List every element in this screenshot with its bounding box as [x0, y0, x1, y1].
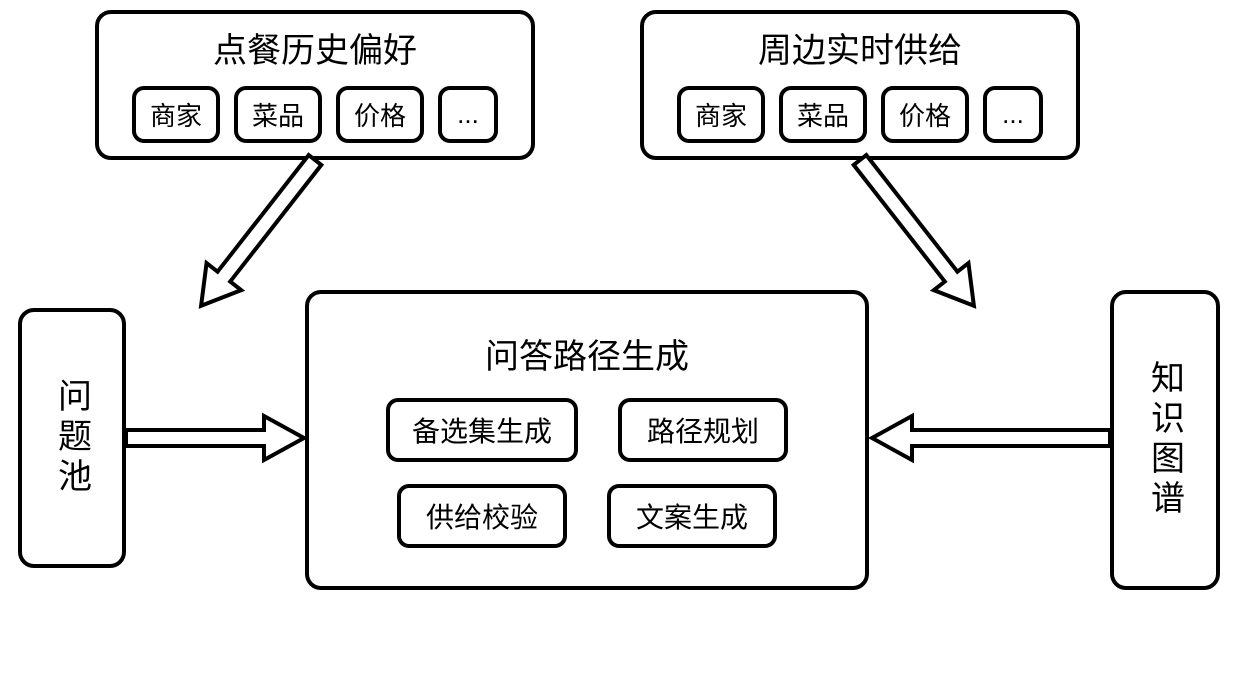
center-item: 路径规划 — [618, 398, 788, 462]
top-right-panel: 周边实时供给 商家 菜品 价格 ... — [640, 10, 1080, 160]
top-left-items: 商家 菜品 价格 ... — [132, 86, 498, 143]
top-left-title: 点餐历史偏好 — [213, 23, 417, 72]
right-side-title: 知识图谱 — [1141, 360, 1190, 520]
top-left-item: 价格 — [336, 86, 424, 143]
arrow-top-right — [843, 146, 992, 319]
top-right-item: 商家 — [677, 86, 765, 143]
arrow-left — [126, 416, 304, 460]
top-left-item: ... — [438, 86, 498, 143]
left-side-panel: 问题池 — [18, 308, 126, 568]
top-right-item: 价格 — [881, 86, 969, 143]
top-left-panel: 点餐历史偏好 商家 菜品 价格 ... — [95, 10, 535, 160]
center-item: 备选集生成 — [386, 398, 578, 462]
center-item: 文案生成 — [607, 484, 777, 548]
center-panel: 问答路径生成 备选集生成 路径规划 供给校验 文案生成 — [305, 290, 869, 590]
center-row-1: 备选集生成 路径规划 — [386, 398, 788, 462]
top-right-items: 商家 菜品 价格 ... — [677, 86, 1043, 143]
top-left-item: 菜品 — [234, 86, 322, 143]
center-title: 问答路径生成 — [485, 329, 689, 378]
center-row-2: 供给校验 文案生成 — [397, 484, 777, 548]
top-left-item: 商家 — [132, 86, 220, 143]
top-right-item: ... — [983, 86, 1043, 143]
top-right-item: 菜品 — [779, 86, 867, 143]
arrow-right — [872, 416, 1110, 460]
center-item: 供给校验 — [397, 484, 567, 548]
top-right-title: 周边实时供给 — [758, 23, 962, 72]
left-side-title: 问题池 — [48, 378, 97, 498]
right-side-panel: 知识图谱 — [1110, 290, 1220, 590]
